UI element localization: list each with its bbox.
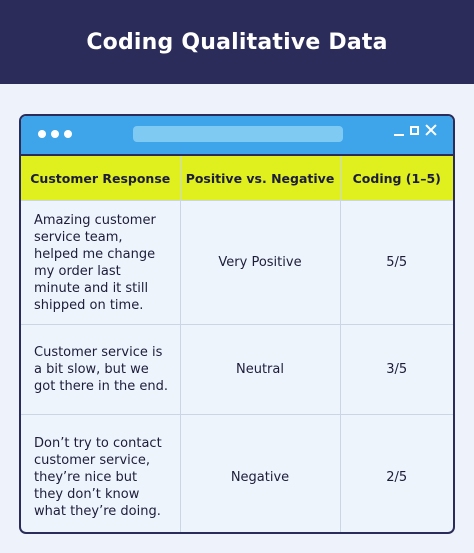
close-icon[interactable] bbox=[425, 124, 437, 136]
window-titlebar bbox=[21, 116, 453, 156]
response-cell: Amazing customer service team, helped me… bbox=[21, 200, 181, 325]
coding-cell: 3/5 bbox=[340, 324, 453, 415]
sentiment-cell: Very Positive bbox=[180, 200, 341, 325]
page-title: Coding Qualitative Data bbox=[86, 29, 388, 55]
response-cell: Don’t try to contact customer service, t… bbox=[21, 414, 181, 532]
sentiment-cell: Negative bbox=[180, 414, 341, 532]
coding-cell: 5/5 bbox=[340, 200, 453, 325]
response-cell: Customer service is a bit slow, but we g… bbox=[21, 324, 181, 415]
sentiment-cell: Neutral bbox=[180, 324, 341, 415]
table-row: Don’t try to contact customer service, t… bbox=[21, 414, 453, 532]
window-controls bbox=[394, 124, 437, 136]
table-row: Amazing customer service team, helped me… bbox=[21, 200, 453, 325]
header-banner: Coding Qualitative Data bbox=[0, 0, 474, 84]
column-header-response: Customer Response bbox=[21, 156, 181, 201]
minimize-icon[interactable] bbox=[394, 134, 404, 136]
table-row: Customer service is a bit slow, but we g… bbox=[21, 324, 453, 415]
table-header-row: Customer Response Positive vs. Negative … bbox=[21, 156, 453, 201]
browser-window: Customer Response Positive vs. Negative … bbox=[19, 114, 455, 534]
dot-icon bbox=[51, 130, 59, 138]
maximize-icon[interactable] bbox=[410, 125, 419, 135]
dot-icon bbox=[64, 130, 72, 138]
column-header-sentiment: Positive vs. Negative bbox=[180, 156, 341, 201]
window-dots bbox=[38, 130, 72, 138]
coding-cell: 2/5 bbox=[386, 469, 408, 485]
address-bar[interactable] bbox=[133, 126, 343, 142]
coding-table: Customer Response Positive vs. Negative … bbox=[21, 156, 453, 532]
dot-icon bbox=[38, 130, 46, 138]
column-header-coding: Coding (1–5) bbox=[340, 156, 453, 201]
